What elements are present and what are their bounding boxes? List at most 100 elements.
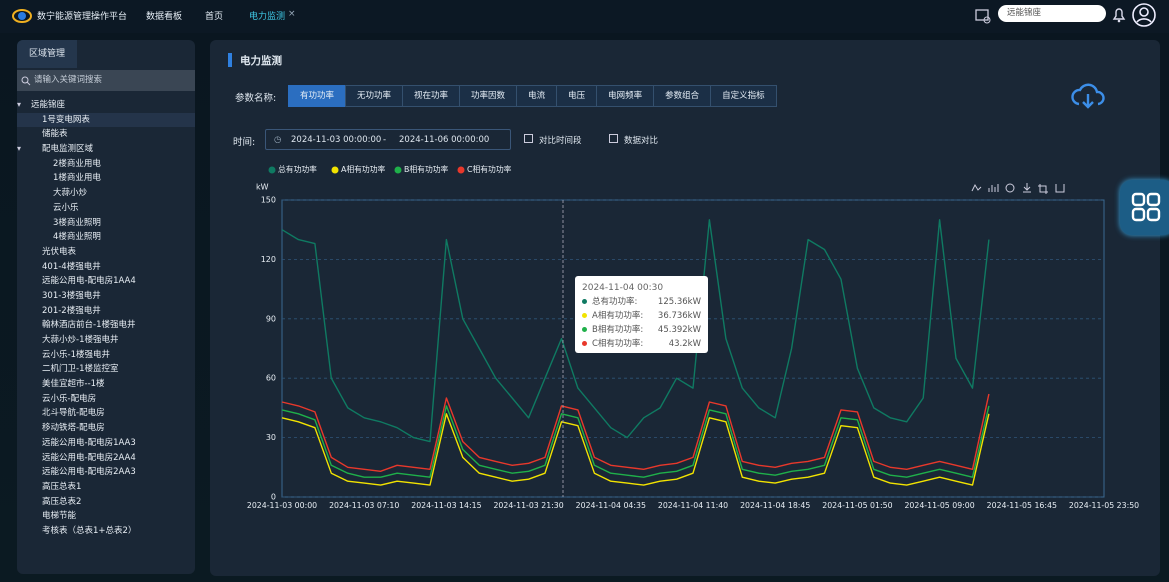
tree: 远能锦座 1号变电网表 储能表配电监测区域 2楼商业用电 1楼商业用电大蒜小炒云小乐 3楼… [17,98,195,539]
tree-item[interactable]: 云小乐-配电房 [17,392,195,407]
float-button[interactable] [1120,180,1169,235]
nav-tab[interactable]: 首页 [205,12,224,22]
tree-item[interactable]: 高压总表1 [17,480,195,495]
param-button[interactable]: 有功功率 [288,85,347,107]
tree-item[interactable]: 4楼商业照明 [17,230,195,245]
tree-item[interactable]: 3楼商业照明 [17,216,195,231]
tab-close[interactable]: × [288,9,296,19]
tree-item[interactable]: 远能公用电-配电房2AA3 [17,465,195,480]
tree-item[interactable]: 1号变电网表 [17,112,195,128]
tooltip-value: 36.736kW [657,311,701,321]
tree-item[interactable]: 移动铁塔-配电房 [17,421,195,436]
tree-item[interactable]: 大蒜小炒 [17,186,195,201]
tool-bar[interactable] [988,184,999,192]
tree-label: 高压总表1 [42,481,82,492]
nav-tab[interactable]: 数据看板 [146,12,183,22]
tree-label: 远能公用电-配电房1AA4 [42,276,136,287]
tree-item[interactable]: 二机门卫-1楼监控室 [17,362,195,377]
tooltip-dot [582,327,587,332]
tree-label: 云小乐-1楼强电井 [42,349,110,360]
date-range[interactable]: ◷ 2024-11-03 00:00:00 - 2024-11-06 00:00… [265,129,511,150]
tree-item[interactable]: 201-2楼强电井 [17,304,195,319]
legend-label: C相有功功率 [467,164,512,174]
tree-item[interactable]: 储能表 [17,127,195,142]
screen-icon[interactable] [974,7,992,25]
param-button[interactable]: 功率因数 [459,85,518,107]
y-tick-label: 90 [266,314,276,323]
search-box[interactable]: 远能锦座 [998,5,1106,22]
chart-toolbox [971,183,1065,194]
tooltip-value: 125.36kW [657,297,701,307]
tree-label: 远能锦座 [31,100,66,110]
param-button[interactable]: 无功功率 [345,85,404,107]
tree-item[interactable]: 大蒜小炒-1楼强电井 [17,333,195,348]
tooltip-label: B相有功功率: [592,325,644,335]
checkbox[interactable] [524,134,533,143]
tool-line[interactable] [971,183,982,192]
tree-item[interactable]: 2楼商业用电 [17,157,195,172]
tree-label: 2楼商业用电 [53,158,101,169]
tree-label: 大蒜小炒 [53,188,88,199]
tree-item[interactable]: 远能公用电-配电房1AA4 [17,274,195,289]
tree-label: 考核表（总表1+总表2） [42,525,137,536]
tree-label: 储能表 [42,129,68,140]
tree-item[interactable]: 高压总表2 [17,495,195,510]
tree-item[interactable]: 电梯节能 [17,509,195,524]
tree-item[interactable]: 301-3楼强电井 [17,289,195,304]
y-tick-label: 30 [266,433,276,442]
user-icon[interactable] [1131,2,1157,28]
tool-zoom-back[interactable] [1055,184,1065,193]
tree-item[interactable]: 1楼商业用电 [17,171,195,186]
download-cloud[interactable] [1070,82,1106,110]
tree-item[interactable]: 云小乐 [17,201,195,216]
tree-item[interactable]: 远能公用电-配电房2AA4 [17,451,195,466]
logo [12,9,32,23]
tree-item[interactable]: 401-4楼强电井 [17,260,195,275]
sidebar-tab[interactable]: 区域管理 [17,40,77,68]
tree-item[interactable]: 远能公用电-配电房1AA3 [17,436,195,451]
tree-search[interactable]: 请输入关键词搜索 [17,70,195,91]
bell-icon[interactable] [1110,6,1128,24]
tree-item[interactable]: 光伏电表 [17,245,195,260]
param-button[interactable]: 视在功率 [402,85,461,107]
check-compare-time[interactable]: 对比时间段 [524,134,582,146]
param-button[interactable]: 自定义指标 [710,85,777,107]
y-tick-label: 60 [266,374,276,383]
tool-restore[interactable] [1005,183,1015,193]
x-tick-label: 2024-11-03 00:00 [247,501,317,510]
top-bar: 数宁能源管理操作平台 数据看板 首页 电力监测 × 远能锦座 [0,0,1169,33]
tree-item[interactable]: 远能锦座 [17,98,195,113]
tree-label: 翰林酒店前台-1楼强电井 [42,320,136,331]
y-axis-unit: kW [256,183,269,192]
tree-item[interactable]: 北斗导航-配电房 [17,406,195,421]
checkbox[interactable] [609,134,618,143]
param-button[interactable]: 电压 [556,85,598,107]
tool-save[interactable] [1023,183,1031,193]
time-start: 2024-11-03 00:00:00 [291,135,382,145]
tree-item[interactable]: 云小乐-1楼强电井 [17,348,195,363]
app-title: 数宁能源管理操作平台 [37,12,128,22]
tree-item[interactable]: 翰林酒店前台-1楼强电井 [17,318,195,333]
param-button[interactable]: 电流 [516,85,558,107]
check-compare-data[interactable]: 数据对比 [609,134,658,146]
time-sep: - [383,135,387,145]
legend-swatch [268,166,276,174]
param-button[interactable]: 电网频率 [596,85,655,107]
y-tick-label: 0 [271,493,276,502]
tree-label: 4楼商业照明 [53,232,101,243]
tool-zoom[interactable] [1038,184,1048,194]
tooltip-label: A相有功功率: [592,311,644,321]
param-label: 参数名称: [235,93,277,104]
x-tick-label: 2024-11-05 01:50 [822,501,892,510]
param-button[interactable]: 参数组合 [653,85,712,107]
tooltip-dot [582,313,587,318]
series-line [281,393,990,472]
tree-item[interactable]: 考核表（总表1+总表2） [17,524,195,539]
tree-label: 移动铁塔-配电房 [42,423,105,434]
legend-label: B相有功功率 [404,164,449,174]
tree-label: 美佳宜超市--1楼 [42,379,105,390]
tooltip-value: 43.2kW [668,339,701,349]
nav-tab-active[interactable]: 电力监测 [249,12,286,22]
tree-item[interactable]: 美佳宜超市--1楼 [17,377,195,392]
tree-item[interactable]: 配电监测区域 [17,142,195,157]
